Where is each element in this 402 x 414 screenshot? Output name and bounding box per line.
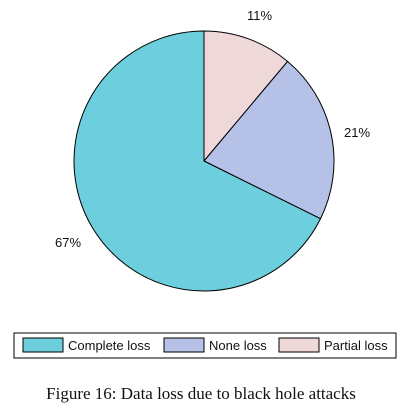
pie-slice-none-loss (203, 60, 335, 220)
legend-item-none-loss: None loss (163, 337, 267, 353)
figure-caption: Figure 16: Data loss due to black hole a… (46, 384, 356, 403)
legend-item-complete-loss: Complete loss (22, 337, 151, 353)
legend-swatch-none-loss (163, 337, 205, 353)
pie-slice-complete-loss (73, 30, 322, 292)
legend-item-partial-loss: Partial loss (278, 337, 388, 353)
legend-swatch-partial-loss (278, 337, 320, 353)
legend-swatch-complete-loss (22, 337, 64, 353)
legend-label-complete-loss: Complete loss (68, 338, 151, 353)
legend-label-none-loss: None loss (209, 338, 267, 353)
legend-frame (13, 332, 397, 359)
pie-label-partial-loss: 11% (247, 8, 272, 23)
pie-slices (73, 30, 335, 292)
legend: Complete loss None loss Partial loss (13, 332, 397, 359)
pie-slice-partial-loss (203, 30, 289, 163)
pie-label-complete-loss: 67% (55, 235, 81, 250)
legend-label-partial-loss: Partial loss (324, 338, 388, 353)
pie-labels: 67% 21% 11% (55, 8, 370, 250)
pie-label-none-loss: 21% (344, 125, 370, 140)
